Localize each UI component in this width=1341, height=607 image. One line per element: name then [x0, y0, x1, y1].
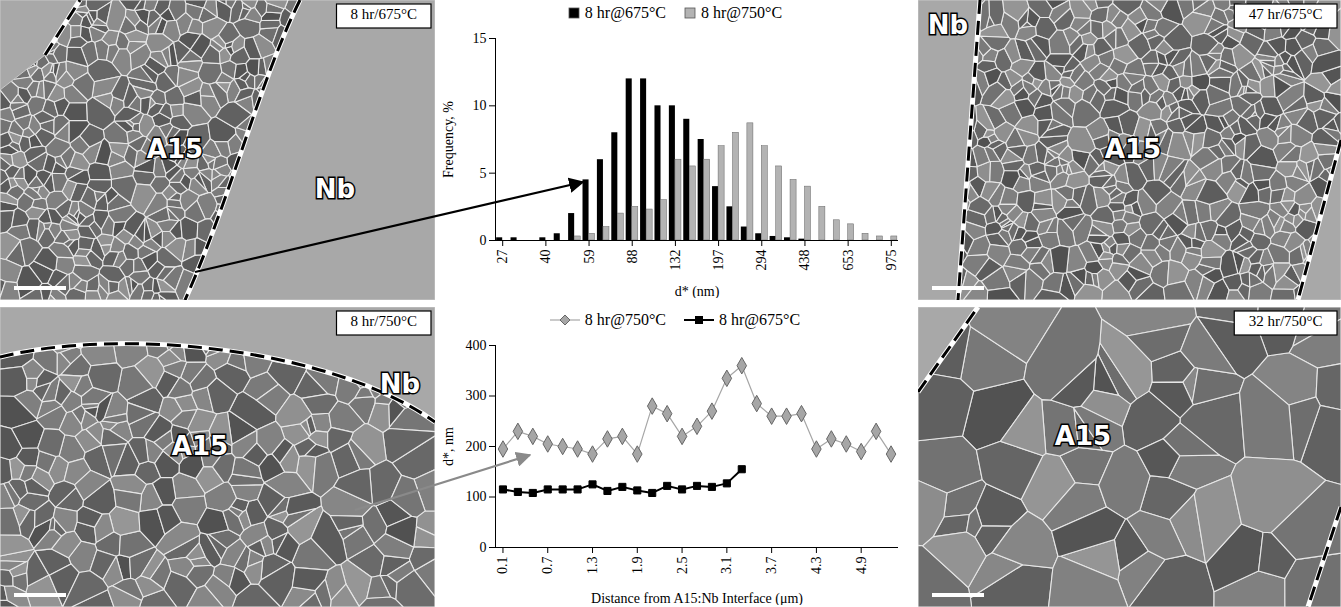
- svg-text:15: 15: [473, 31, 487, 46]
- svg-text:d*, nm: d*, nm: [441, 427, 456, 466]
- svg-text:0: 0: [480, 233, 487, 248]
- svg-text:975: 975: [884, 250, 899, 271]
- svg-text:0: 0: [480, 540, 487, 555]
- svg-text:Frequency, %: Frequency, %: [441, 101, 456, 178]
- html-text:8 hr@750°C: 8 hr@750°C: [584, 311, 666, 328]
- svg-text:8 hr/750°C: 8 hr/750°C: [351, 313, 417, 329]
- svg-text:Distance from A15:Nb Interface: Distance from A15:Nb Interface (μm): [591, 591, 803, 606]
- svg-text:27: 27: [495, 250, 510, 264]
- svg-text:4.3: 4.3: [809, 557, 824, 575]
- html-text:8 hr@750°C: 8 hr@750°C: [701, 4, 783, 21]
- svg-text:0.1: 0.1: [495, 557, 510, 575]
- svg-text:2.5: 2.5: [675, 557, 690, 575]
- svg-text:200: 200: [466, 439, 487, 454]
- svg-text:88: 88: [625, 250, 640, 264]
- html-text:8 hr@675°C: 8 hr@675°C: [719, 311, 801, 328]
- svg-text:197: 197: [711, 250, 726, 271]
- svg-text:10: 10: [473, 98, 487, 113]
- svg-text:8 hr/675°C: 8 hr/675°C: [351, 6, 417, 22]
- svg-text:A15: A15: [147, 134, 203, 164]
- svg-text:3.1: 3.1: [719, 557, 734, 575]
- html-text:8 hr@675°C: 8 hr@675°C: [584, 4, 666, 21]
- svg-text:400: 400: [466, 338, 487, 353]
- svg-text:32 hr/750°C: 32 hr/750°C: [1249, 313, 1323, 329]
- svg-text:1.9: 1.9: [630, 557, 645, 575]
- svg-text:A15: A15: [1055, 421, 1111, 451]
- svg-text:47 hr/675°C: 47 hr/675°C: [1249, 6, 1323, 22]
- svg-text:100: 100: [466, 489, 487, 504]
- svg-text:d* (nm): d* (nm): [675, 284, 720, 299]
- svg-text:4.9: 4.9: [854, 557, 869, 575]
- svg-text:40: 40: [538, 250, 553, 264]
- svg-text:Nb: Nb: [928, 10, 968, 40]
- svg-text:300: 300: [466, 388, 487, 403]
- svg-text:A15: A15: [1105, 134, 1161, 164]
- svg-text:294: 294: [754, 250, 769, 271]
- svg-text:5: 5: [480, 166, 487, 181]
- svg-text:132: 132: [668, 250, 683, 271]
- svg-text:Nb: Nb: [380, 369, 420, 399]
- svg-text:1.3: 1.3: [585, 557, 600, 575]
- svg-text:3.7: 3.7: [764, 557, 779, 575]
- svg-text:653: 653: [841, 250, 856, 271]
- svg-text:438: 438: [797, 250, 812, 271]
- svg-text:0.7: 0.7: [540, 557, 555, 575]
- svg-text:59: 59: [582, 250, 597, 264]
- svg-text:A15: A15: [172, 431, 228, 461]
- svg-text:Nb: Nb: [315, 174, 355, 204]
